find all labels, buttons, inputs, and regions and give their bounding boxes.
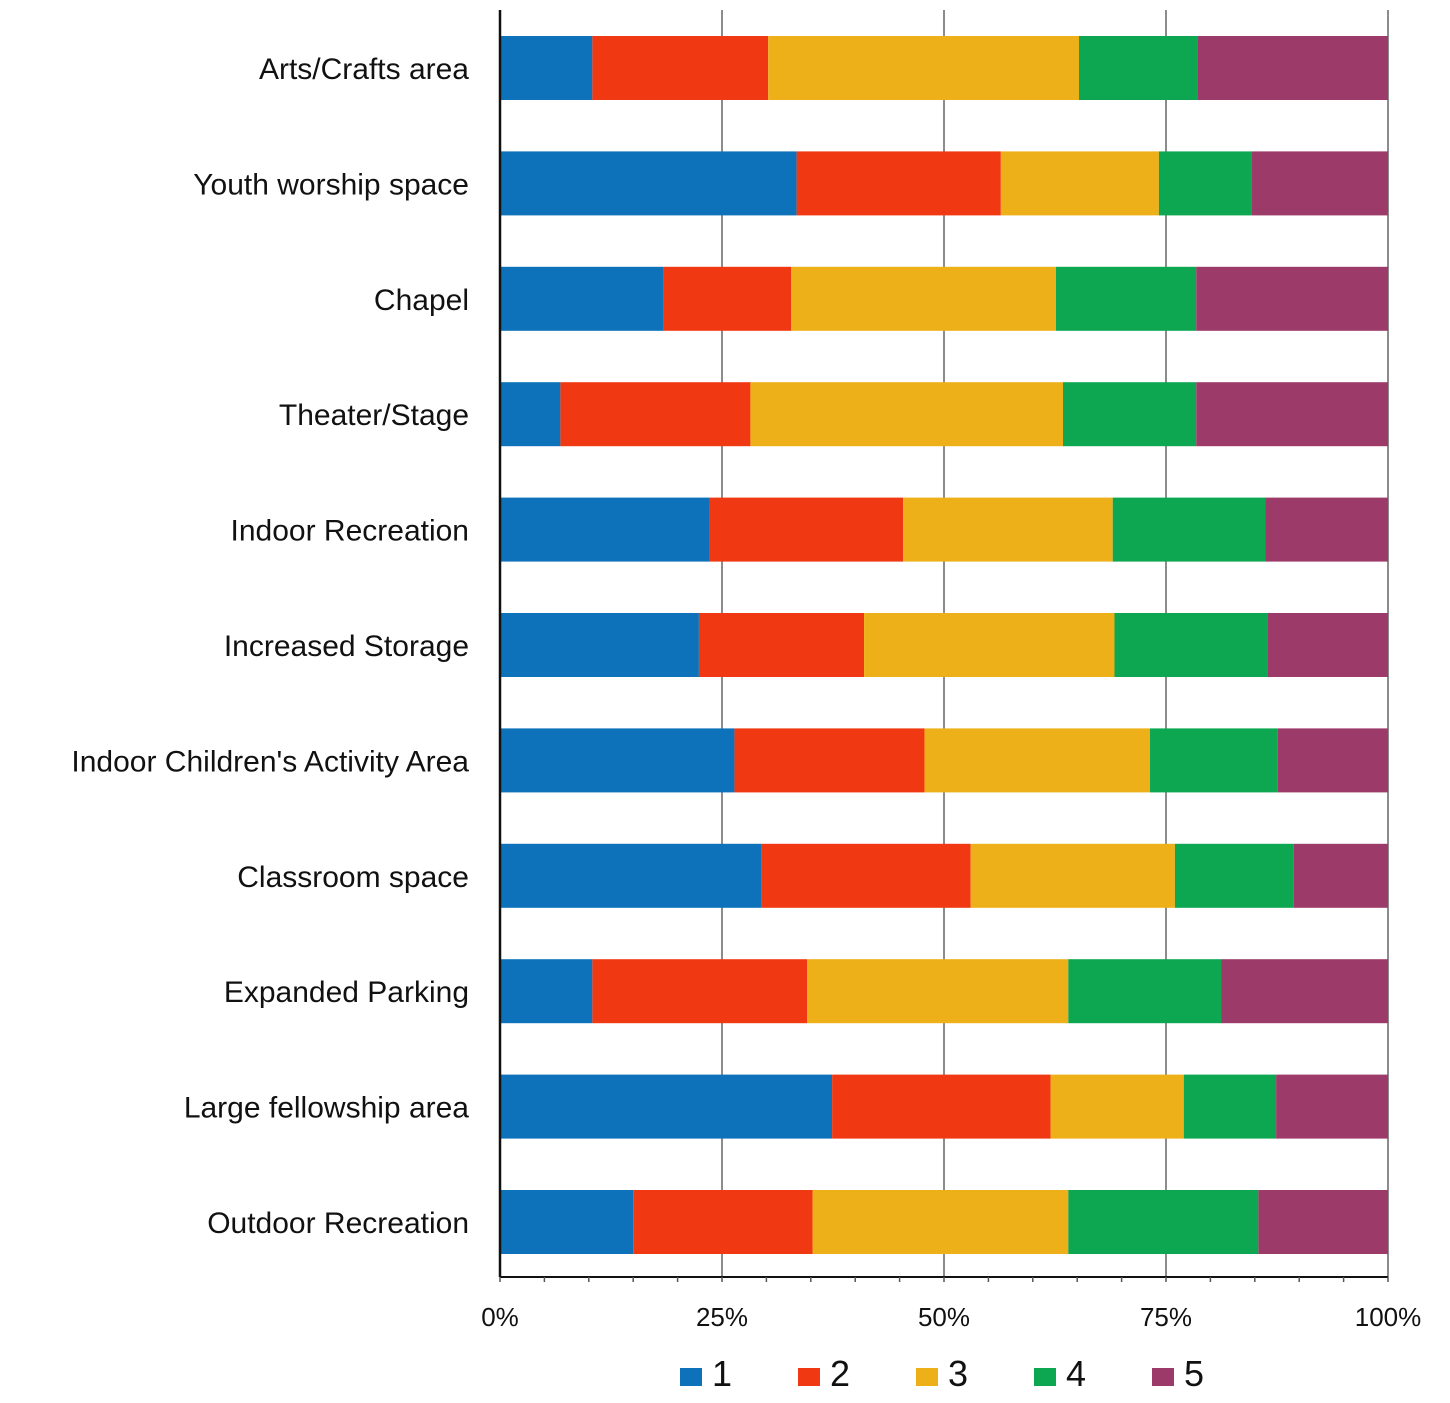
legend-item-4: 4: [1034, 1353, 1086, 1394]
bar-segment-series-1: [500, 728, 735, 793]
bar-segment-series-5: [1258, 1190, 1388, 1254]
bar-segment-series-3: [791, 266, 1056, 331]
category-label: Chapel: [374, 284, 469, 317]
bar-segment-series-3: [750, 382, 1063, 447]
category-label: Classroom space: [237, 861, 469, 894]
bar-segment-series-2: [698, 613, 865, 677]
bar-segment-series-2: [633, 1190, 813, 1254]
bar-segment-series-4: [1068, 959, 1222, 1024]
category-label: Indoor Recreation: [231, 515, 469, 548]
bar-segment-series-4: [1158, 151, 1252, 216]
bar-segment-series-5: [1251, 151, 1388, 216]
x-tick-label: 0%: [481, 1302, 519, 1332]
bar-segment-series-4: [1062, 382, 1197, 447]
bar-segment-series-5: [1277, 728, 1388, 793]
bar-segment-series-4: [1114, 613, 1268, 677]
bar-segment-series-1: [500, 1074, 833, 1139]
bar-segment-series-3: [903, 497, 1113, 562]
bar-segment-series-5: [1267, 613, 1388, 677]
category-label: Theater/Stage: [279, 399, 469, 432]
bar-segment-series-2: [796, 151, 1001, 216]
legend-swatch: [798, 1368, 820, 1386]
bar-segment-series-3: [812, 1190, 1069, 1254]
legend-label: 4: [1066, 1353, 1086, 1394]
bar-segment-series-5: [1265, 497, 1388, 562]
bar-segment-series-3: [864, 613, 1115, 677]
bar-segment-series-2: [709, 497, 904, 562]
bar-segment-series-5: [1196, 382, 1388, 447]
bar-segment-series-5: [1293, 843, 1388, 908]
bar-segment-series-4: [1150, 728, 1278, 793]
x-tick-label: 25%: [696, 1302, 748, 1332]
bar-segment-series-3: [924, 728, 1151, 793]
bar-segment-series-5: [1196, 266, 1388, 331]
category-label: Increased Storage: [224, 630, 469, 663]
category-label: Large fellowship area: [184, 1092, 469, 1125]
bar-segment-series-3: [1050, 1074, 1184, 1139]
legend-swatch: [1152, 1368, 1174, 1386]
bar-segment-series-5: [1197, 36, 1388, 100]
bar-segment-series-1: [500, 959, 593, 1024]
bar-segment-series-3: [768, 36, 1079, 100]
bar-segment-series-3: [807, 959, 1069, 1024]
category-label: Arts/Crafts area: [259, 53, 469, 86]
x-tick-label: 50%: [918, 1302, 970, 1332]
category-label: Outdoor Recreation: [207, 1207, 469, 1240]
bar-segment-series-1: [500, 36, 593, 100]
bar-segment-series-2: [592, 36, 769, 100]
bar-segment-series-5: [1276, 1074, 1388, 1139]
x-tick-labels: 0% 25% 50% 75% 100%: [481, 1302, 1421, 1332]
bar-segment-series-3: [1000, 151, 1159, 216]
bar-segment-series-4: [1078, 36, 1198, 100]
legend-item-3: 3: [916, 1353, 968, 1394]
legend-label: 3: [948, 1353, 968, 1394]
bar-segment-series-1: [500, 266, 664, 331]
category-label: Expanded Parking: [224, 976, 469, 1009]
legend-item-5: 5: [1152, 1353, 1204, 1394]
bar-segment-series-2: [560, 382, 751, 447]
legend: 1 2 3 4 5: [680, 1353, 1204, 1394]
x-tick-label: 100%: [1355, 1302, 1422, 1332]
bar-segment-series-4: [1174, 843, 1294, 908]
bar-segment-series-2: [734, 728, 925, 793]
axes: [498, 10, 1389, 1282]
bar-segment-series-1: [500, 497, 710, 562]
legend-swatch: [680, 1368, 702, 1386]
bar-segment-series-2: [663, 266, 792, 331]
legend-label: 5: [1184, 1353, 1204, 1394]
bar-segment-series-4: [1068, 1190, 1259, 1254]
category-label: Indoor Children's Activity Area: [71, 745, 469, 778]
legend-label: 2: [830, 1353, 850, 1394]
legend-swatch: [916, 1368, 938, 1386]
bar-segment-series-3: [970, 843, 1175, 908]
legend-item-1: 1: [680, 1353, 732, 1394]
bar-segment-series-1: [500, 382, 561, 447]
bar-segment-series-1: [500, 151, 797, 216]
bar-segment-series-4: [1055, 266, 1197, 331]
bar-segment-series-4: [1112, 497, 1266, 562]
bar-segment-series-5: [1221, 959, 1388, 1024]
legend-swatch: [1034, 1368, 1056, 1386]
bar-segment-series-1: [500, 843, 762, 908]
x-tick-label: 75%: [1140, 1302, 1192, 1332]
bars: [500, 36, 1388, 1254]
category-label: Youth worship space: [193, 168, 469, 201]
bar-segment-series-4: [1183, 1074, 1277, 1139]
legend-item-2: 2: [798, 1353, 850, 1394]
bar-segment-series-1: [500, 1190, 634, 1254]
legend-label: 1: [712, 1353, 732, 1394]
bar-segment-series-1: [500, 613, 699, 677]
bar-segment-series-2: [761, 843, 971, 908]
bar-segment-series-2: [592, 959, 808, 1024]
category-labels: Arts/Crafts area Youth worship space Chape…: [71, 53, 469, 1240]
bar-segment-series-2: [832, 1074, 1051, 1139]
